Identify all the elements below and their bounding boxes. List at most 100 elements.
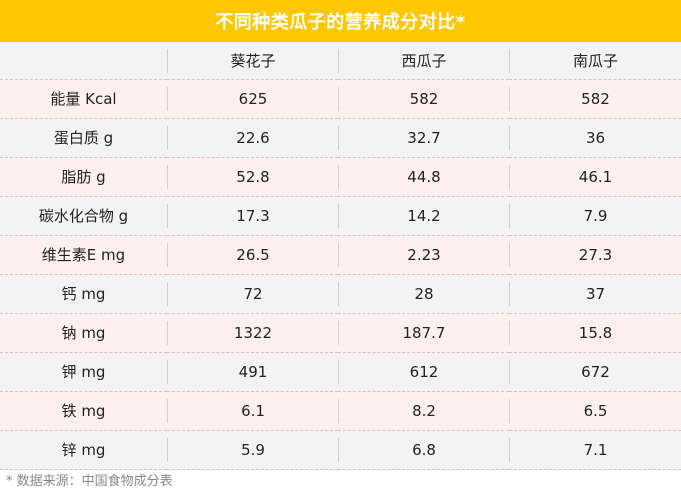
value-cell: 6.5: [509, 391, 681, 431]
value-cell: 14.2: [338, 196, 509, 236]
cell-value: 491: [167, 360, 338, 384]
value-cell: 625: [167, 79, 338, 119]
value-cell: 612: [338, 352, 509, 392]
value-cell: 15.8: [509, 313, 681, 353]
cell-value: 26.5: [167, 243, 338, 267]
value-cell: 7.1: [509, 430, 681, 470]
row-label: 铁 mg: [61, 402, 106, 420]
row-label: 脂肪 g: [61, 168, 106, 186]
header-corner: [0, 42, 167, 80]
row-label-cell: 铁 mg: [0, 391, 167, 431]
cell-value: 14.2: [338, 204, 509, 228]
value-cell: 2.23: [338, 235, 509, 275]
cell-value: 37: [509, 282, 681, 306]
row-label-cell: 钙 mg: [0, 274, 167, 314]
cell-value: 52.8: [167, 165, 338, 189]
cell-value: 46.1: [509, 165, 681, 189]
cell-value: 6.5: [509, 399, 681, 423]
table-row: 能量 Kcal 625 582 582: [0, 79, 681, 119]
value-cell: 37: [509, 274, 681, 314]
row-label: 钠 mg: [61, 324, 106, 342]
cell-value: 5.9: [167, 438, 338, 462]
row-label: 锌 mg: [61, 441, 106, 459]
row-label-cell: 脂肪 g: [0, 157, 167, 197]
cell-value: 17.3: [167, 204, 338, 228]
value-cell: 36: [509, 118, 681, 158]
value-cell: 17.3: [167, 196, 338, 236]
cell-value: 2.23: [338, 243, 509, 267]
cell-value: 6.8: [338, 438, 509, 462]
table-title: 不同种类瓜子的营养成分对比*: [215, 12, 466, 33]
cell-value: 582: [338, 87, 509, 111]
header-label: 西瓜子: [338, 48, 509, 73]
row-label: 钾 mg: [61, 363, 106, 381]
row-label: 能量 Kcal: [50, 90, 117, 108]
header-1: 葵花子: [167, 42, 338, 80]
table-row: 蛋白质 g 22.6 32.7 36: [0, 118, 681, 158]
value-cell: 491: [167, 352, 338, 392]
cell-value: 22.6: [167, 126, 338, 150]
table-row: 铁 mg 6.1 8.2 6.5: [0, 391, 681, 431]
cell-value: 672: [509, 360, 681, 384]
table-row: 碳水化合物 g 17.3 14.2 7.9: [0, 196, 681, 236]
table-row: 钙 mg 72 28 37: [0, 274, 681, 314]
header-row: 葵花子 西瓜子 南瓜子: [0, 42, 681, 80]
header-label: [0, 49, 167, 73]
value-cell: 6.1: [167, 391, 338, 431]
cell-value: 1322: [167, 321, 338, 345]
cell-value: 32.7: [338, 126, 509, 150]
value-cell: 1322: [167, 313, 338, 353]
header-3: 南瓜子: [509, 42, 681, 80]
row-label: 钙 mg: [61, 285, 106, 303]
value-cell: 8.2: [338, 391, 509, 431]
value-cell: 7.9: [509, 196, 681, 236]
row-label: 蛋白质 g: [53, 129, 114, 147]
value-cell: 72: [167, 274, 338, 314]
cell-value: 6.1: [167, 399, 338, 423]
cell-value: 612: [338, 360, 509, 384]
title-bar: 不同种类瓜子的营养成分对比*: [0, 0, 681, 42]
value-cell: 27.3: [509, 235, 681, 275]
header-label: 葵花子: [167, 48, 338, 73]
value-cell: 32.7: [338, 118, 509, 158]
cell-value: 44.8: [338, 165, 509, 189]
value-cell: 5.9: [167, 430, 338, 470]
value-cell: 52.8: [167, 157, 338, 197]
value-cell: 22.6: [167, 118, 338, 158]
table-row: 维生素E mg 26.5 2.23 27.3: [0, 235, 681, 275]
cell-value: 625: [167, 87, 338, 111]
table-row: 锌 mg 5.9 6.8 7.1: [0, 430, 681, 470]
nutrition-table: 葵花子 西瓜子 南瓜子 能量 Kcal 625 582 582 蛋白质 g 22.6 32.7 3…: [0, 42, 681, 470]
value-cell: 672: [509, 352, 681, 392]
cell-value: 8.2: [338, 399, 509, 423]
value-cell: 582: [509, 79, 681, 119]
cell-value: 72: [167, 282, 338, 306]
table-row: 钾 mg 491 612 672: [0, 352, 681, 392]
row-label-cell: 锌 mg: [0, 430, 167, 470]
table-header: 葵花子 西瓜子 南瓜子: [0, 42, 681, 80]
row-label-cell: 蛋白质 g: [0, 118, 167, 158]
row-label: 碳水化合物 g: [38, 207, 129, 225]
cell-value: 7.9: [509, 204, 681, 228]
row-label-cell: 钾 mg: [0, 352, 167, 392]
row-label-cell: 维生素E mg: [0, 235, 167, 275]
cell-value: 36: [509, 126, 681, 150]
value-cell: 44.8: [338, 157, 509, 197]
value-cell: 187.7: [338, 313, 509, 353]
value-cell: 26.5: [167, 235, 338, 275]
cell-value: 187.7: [338, 321, 509, 345]
row-label-cell: 碳水化合物 g: [0, 196, 167, 236]
value-cell: 582: [338, 79, 509, 119]
table-row: 钠 mg 1322 187.7 15.8: [0, 313, 681, 353]
row-label-cell: 钠 mg: [0, 313, 167, 353]
value-cell: 6.8: [338, 430, 509, 470]
cell-value: 28: [338, 282, 509, 306]
source-note: * 数据来源：中国食物成分表: [6, 474, 173, 489]
value-cell: 28: [338, 274, 509, 314]
cell-value: 582: [509, 87, 681, 111]
table-row: 脂肪 g 52.8 44.8 46.1: [0, 157, 681, 197]
table-body: 能量 Kcal 625 582 582 蛋白质 g 22.6 32.7 36 脂肪 g 52.8 4…: [0, 79, 681, 470]
header-2: 西瓜子: [338, 42, 509, 80]
row-label-cell: 能量 Kcal: [0, 79, 167, 119]
